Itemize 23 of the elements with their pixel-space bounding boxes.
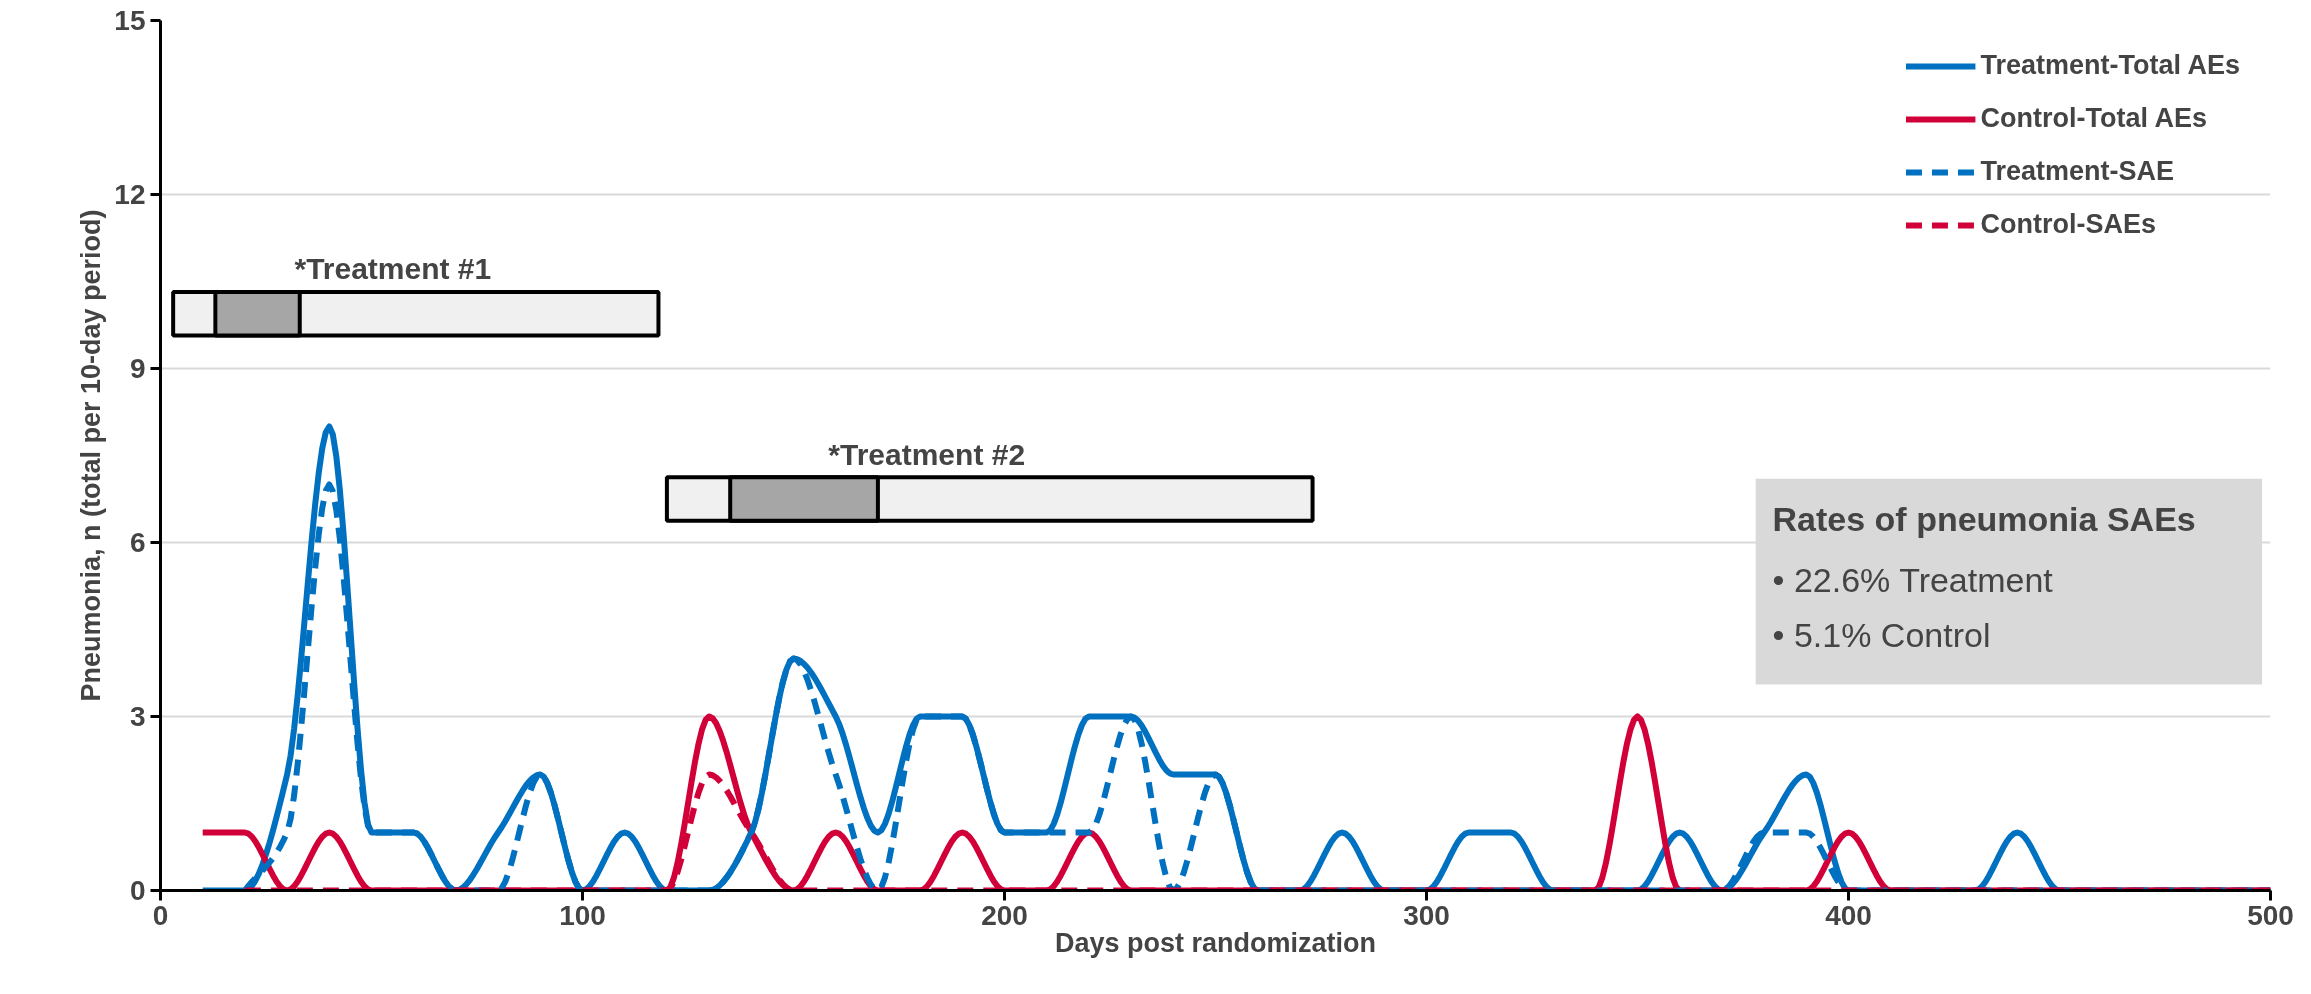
annotation: Rates of pneumonia SAEs	[1772, 500, 2196, 539]
annotation: • 5.1% Control	[1772, 616, 1991, 655]
y-tick-label: 15	[114, 5, 146, 36]
legend-label: Control-SAEs	[1980, 209, 2156, 240]
y-tick-label: 3	[129, 701, 146, 732]
y-tick-label: 6	[129, 527, 146, 558]
band-label: *Treatment #2	[828, 437, 1026, 471]
band-label: *Treatment #1	[294, 252, 492, 286]
x-tick-label: 500	[2247, 899, 2294, 931]
y-tick-label: 9	[129, 353, 146, 384]
x-tick-label: 400	[1825, 899, 1872, 931]
annotation: • 22.6% Treatment	[1772, 561, 2054, 600]
legend-label: Control-Total AEs	[1980, 103, 2207, 134]
x-tick-label: 100	[559, 899, 606, 931]
legend-label: Treatment-SAE	[1980, 156, 2175, 187]
x-tick-label: 0	[152, 899, 169, 931]
y-tick-label: 0	[129, 875, 146, 906]
y-tick-label: 12	[114, 179, 146, 210]
x-tick-label: 300	[1403, 899, 1450, 931]
x-axis-title: Days post randomization	[1054, 927, 1377, 958]
x-tick-label: 200	[981, 899, 1028, 931]
y-axis-title: Pneumonia, n (total per 10-day period)	[76, 209, 107, 702]
legend-label: Treatment-Total AEs	[1980, 50, 2240, 81]
